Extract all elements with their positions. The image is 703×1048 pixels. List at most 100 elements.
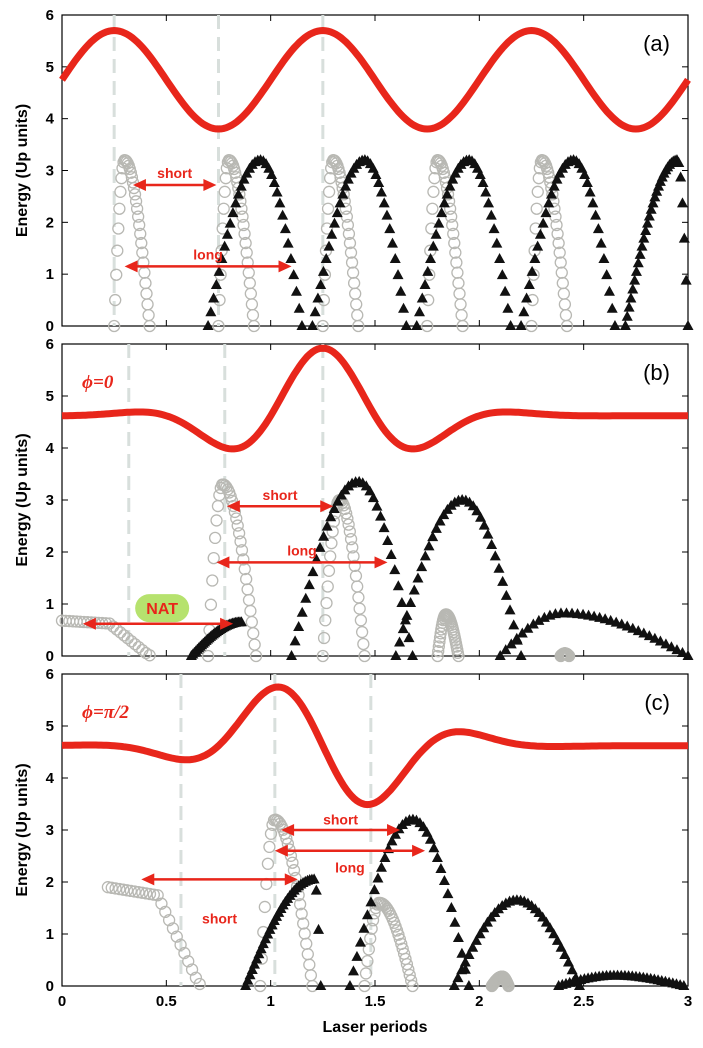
nat-trajectory-point <box>110 623 123 636</box>
long-trajectory-point <box>537 217 549 228</box>
long-trajectory-point <box>545 188 557 199</box>
nat-trajectory-point <box>117 883 130 896</box>
short-trajectory-point <box>346 266 360 279</box>
y-tick-label: 0 <box>46 648 54 665</box>
panel-label: (c) <box>644 690 670 715</box>
long-trajectory-point <box>337 188 349 199</box>
panel-b: 0 1 2 3 4 5 6 Energy (Up units) short long NAT (b) ϕ… <box>14 336 694 665</box>
short-trajectory-point <box>248 638 261 651</box>
short-trajectory-point <box>286 856 299 869</box>
short-trajectory-point <box>342 227 356 240</box>
long-trajectory-point <box>268 176 280 187</box>
short-trajectory-point <box>322 185 336 198</box>
long-trajectory-point <box>279 223 291 234</box>
short-trajectory-point <box>560 319 574 333</box>
short-trajectory-point <box>433 635 446 649</box>
short-trajectory-point <box>404 974 418 987</box>
arrow-head-left <box>226 500 240 513</box>
long-trajectory-point <box>331 207 343 218</box>
long-trajectory-point <box>676 197 688 208</box>
long-trajectory-point <box>533 614 545 625</box>
nat-trajectory-point <box>159 905 172 919</box>
short-trajectory-point <box>341 512 354 525</box>
x-tick-label: 0.5 <box>156 993 177 1010</box>
long-trajectory-point <box>673 156 685 167</box>
long-trajectory-point <box>318 530 330 541</box>
nat-trajectory-point <box>185 963 199 976</box>
short-trajectory-point <box>421 319 434 333</box>
long-trajectory-point <box>373 176 385 187</box>
short-trajectory-point <box>343 525 356 538</box>
long-trajectory-point <box>317 265 329 276</box>
short-trajectory-point <box>427 185 440 198</box>
long-trajectory-point <box>551 173 563 184</box>
long-trajectory-point <box>210 279 222 290</box>
long-trajectory-point <box>625 292 637 303</box>
long-trajectory-point <box>308 873 320 884</box>
short-trajectory-point <box>300 937 313 950</box>
short-trajectory-point <box>321 202 335 215</box>
long-trajectory-point <box>315 980 327 990</box>
short-trajectory-point <box>351 580 364 593</box>
long-trajectory-point <box>448 980 460 990</box>
long-trajectory-point <box>485 209 497 220</box>
long-trajectory-point <box>649 632 661 643</box>
long-trajectory-point <box>494 650 506 660</box>
nat-trajectory-point <box>143 649 156 662</box>
long-trajectory-point <box>274 197 286 208</box>
nat-trajectory-point <box>182 955 195 968</box>
short-trajectory-point <box>238 227 251 240</box>
nat-trajectory-point <box>128 885 141 898</box>
long-trajectory-point <box>328 502 340 513</box>
arrow-head-right <box>387 824 401 836</box>
nat-trajectory-point <box>128 638 142 651</box>
long-trajectory-point <box>386 835 398 846</box>
arrow-head-right <box>220 617 234 630</box>
long-trajectory-point <box>475 511 487 522</box>
short-trajectory-point <box>525 319 538 333</box>
long-trajectory-point <box>595 237 607 248</box>
long-trajectory-point <box>365 896 377 907</box>
long-trajectory-point <box>253 948 265 959</box>
short-trajectory-point <box>364 932 377 945</box>
long-trajectory-point <box>385 549 397 560</box>
short-trajectory-point <box>432 645 445 658</box>
long-trajectory-point <box>389 564 401 575</box>
long-trajectory-point <box>467 941 479 952</box>
short-trajectory-point <box>453 287 466 300</box>
long-trajectory-point <box>463 949 475 960</box>
long-trajectory-point <box>623 301 635 312</box>
long-trajectory-point <box>397 623 409 634</box>
long-trajectory-point <box>665 641 677 652</box>
long-trajectory-point <box>499 285 511 296</box>
short-trajectory-point <box>548 202 561 215</box>
short-trajectory-point <box>295 907 308 920</box>
nat-trajectory-point <box>140 887 153 900</box>
short-trajectory-point <box>129 195 143 208</box>
short-trajectory-point <box>113 202 126 215</box>
long-trajectory-point <box>227 207 239 218</box>
long-trajectory-point <box>456 947 468 958</box>
long-trajectory-point <box>401 609 413 620</box>
long-trajectory-point <box>384 223 396 234</box>
short-trajectory-point <box>245 298 259 311</box>
long-trajectory-point <box>347 965 359 976</box>
long-trajectory-point <box>235 180 247 191</box>
short-trajectory-point <box>352 319 365 333</box>
long-trajectory-point <box>375 861 387 872</box>
y-tick-label: 0 <box>46 318 54 335</box>
short-trajectory-point <box>452 649 465 663</box>
short-trajectory-point <box>240 246 253 259</box>
long-trajectory-point <box>627 283 639 294</box>
nat-trajectory-point <box>109 882 122 895</box>
long-trajectory-point <box>483 197 495 208</box>
short-trajectory-point <box>351 309 364 322</box>
nat-trajectory-point <box>174 938 187 951</box>
short-trajectory-point <box>281 837 295 850</box>
long-trajectory-point <box>430 522 442 533</box>
arrow-label: short <box>202 910 237 926</box>
y-tick-label: 3 <box>46 492 54 509</box>
long-trajectory-point <box>216 253 228 264</box>
short-trajectory-point <box>338 502 352 516</box>
y-tick-label: 1 <box>46 926 54 943</box>
